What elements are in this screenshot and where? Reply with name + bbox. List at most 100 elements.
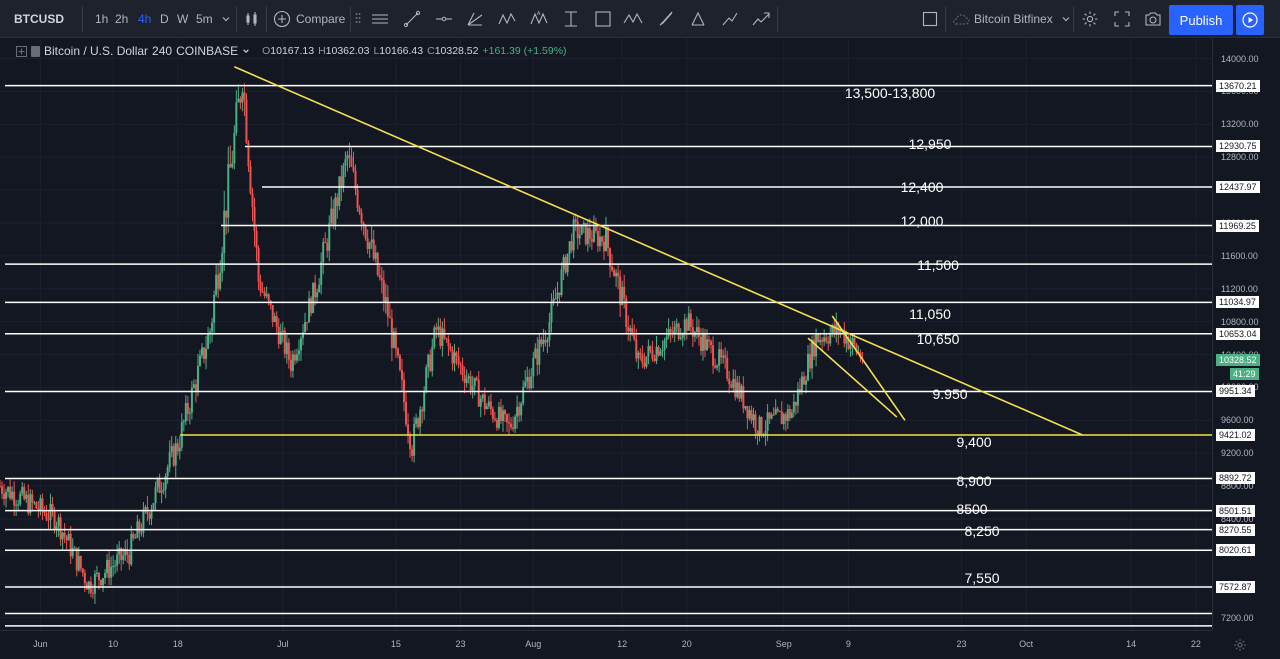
horizontal-line-tool-icon[interactable] [434, 0, 454, 38]
interval-4h[interactable]: 4h [138, 12, 152, 26]
candle-body [104, 573, 107, 579]
interval-1h[interactable]: 1h [95, 12, 109, 26]
elliott-wave-tool-icon[interactable]: A [529, 0, 551, 38]
candle-up [19, 490, 22, 507]
xabcd-pattern-tool-icon[interactable] [497, 0, 519, 38]
compare-label: Compare [296, 12, 346, 26]
time-tick-label: Aug [525, 639, 542, 649]
candle-body [160, 490, 163, 493]
candle-down [540, 336, 543, 347]
brush-tool-icon[interactable] [656, 0, 676, 38]
interval-d[interactable]: D [160, 12, 169, 26]
candle-body [93, 573, 96, 594]
candle-body [398, 355, 401, 371]
drawing-toolbar-handle-icon[interactable] [355, 0, 361, 38]
time-tick-label: 22 [1190, 639, 1201, 649]
candle-up [621, 280, 624, 306]
trend-line-tool-icon[interactable] [402, 0, 422, 38]
candle-body [516, 406, 519, 417]
pitchfork-tool-icon[interactable] [465, 0, 485, 38]
top-toolbar: BTCUSD 1h 2h 4h D W 5m Compare A Bitcoin… [0, 0, 1280, 38]
expand-icon[interactable] [1113, 0, 1131, 38]
fullscreen-square-icon[interactable] [922, 0, 938, 38]
symbol-search[interactable]: BTCUSD [14, 12, 64, 26]
play-button[interactable] [1236, 5, 1264, 35]
candle-body [184, 403, 187, 421]
price-chart[interactable] [0, 38, 1212, 630]
candle-body [394, 331, 397, 349]
interval-2h[interactable]: 2h [115, 12, 129, 26]
angle-tool-icon[interactable] [688, 0, 708, 38]
candle-down [590, 230, 593, 250]
candle-down [772, 407, 775, 416]
candle-up [49, 493, 52, 530]
time-tick-label: Jun [33, 639, 48, 649]
candle-down [778, 410, 781, 413]
price-tick-label: 12800.00 [1221, 152, 1259, 163]
candle-up [95, 565, 98, 577]
candle-body [629, 328, 632, 332]
candle-body [544, 339, 547, 343]
candle-body [223, 210, 226, 253]
legend-low: L10166.43 [373, 45, 423, 57]
candle-up [722, 349, 725, 364]
camera-icon[interactable] [1144, 0, 1162, 38]
collapse-legend-icon[interactable] [16, 45, 27, 57]
candle-down [382, 270, 385, 312]
legend-title[interactable]: Bitcoin / U.S. Dollar [44, 44, 149, 58]
publish-button[interactable]: Publish [1169, 5, 1233, 35]
candle-body [625, 298, 628, 328]
candle-up [209, 328, 212, 344]
compare-button[interactable]: Compare [273, 0, 345, 38]
interval-5m[interactable]: 5m [196, 12, 213, 26]
price-tick-label: 9200.00 [1221, 448, 1254, 459]
candle-body [665, 336, 668, 341]
rectangle-tool-icon[interactable] [593, 0, 613, 38]
candle-body [504, 410, 506, 415]
horizontal-lines-tool-icon[interactable] [370, 0, 390, 38]
price-range-tool-icon[interactable] [561, 0, 581, 38]
price-tick-label: 7200.00 [1221, 612, 1254, 623]
time-axis[interactable]: Jun 10 18 Jul 15 23 Aug 12 20 Sep 9 23 Oct 14 22 [0, 630, 1246, 659]
candle-body [528, 376, 531, 389]
candle-up [572, 215, 575, 259]
forecast-tool-icon[interactable] [750, 0, 772, 38]
interval-w[interactable]: W [177, 12, 189, 26]
candle-up [162, 482, 165, 495]
candle-body [47, 519, 50, 521]
candle-up [231, 150, 234, 169]
candle-down [255, 224, 258, 262]
candle-down [651, 340, 654, 362]
candle-down [41, 493, 44, 521]
candle-body [677, 323, 680, 339]
candle-up [237, 84, 240, 103]
pattern-tool-icon[interactable] [622, 0, 644, 38]
path-tool-icon[interactable] [720, 0, 740, 38]
candle-down [855, 342, 858, 356]
candle-body [352, 166, 355, 172]
exchange-selector[interactable]: Bitcoin Bitfinex [952, 0, 1071, 38]
chevron-down-icon[interactable] [242, 47, 250, 55]
candle-body [95, 572, 98, 574]
candle-body [804, 380, 807, 385]
candle-body [306, 322, 309, 324]
candle-body [457, 356, 460, 364]
candle-body [340, 176, 343, 188]
candle-body [817, 334, 820, 343]
candle-down [794, 401, 797, 415]
plus-circle-icon [273, 10, 291, 28]
candle-body [247, 142, 250, 167]
chart-type-icon[interactable] [244, 0, 260, 38]
candle-body [370, 239, 373, 243]
gear-icon[interactable] [1081, 0, 1099, 38]
candle-body [572, 219, 575, 251]
level-annotation: 8500 [956, 501, 988, 518]
candle-body [512, 427, 515, 429]
interval-dropdown-icon[interactable] [221, 0, 231, 38]
candle-up [297, 339, 300, 362]
candle-body [756, 430, 759, 436]
candle-body [568, 241, 571, 254]
candle-body [598, 236, 601, 247]
candle-body [643, 362, 646, 367]
settings-gear-icon[interactable] [1233, 638, 1247, 652]
